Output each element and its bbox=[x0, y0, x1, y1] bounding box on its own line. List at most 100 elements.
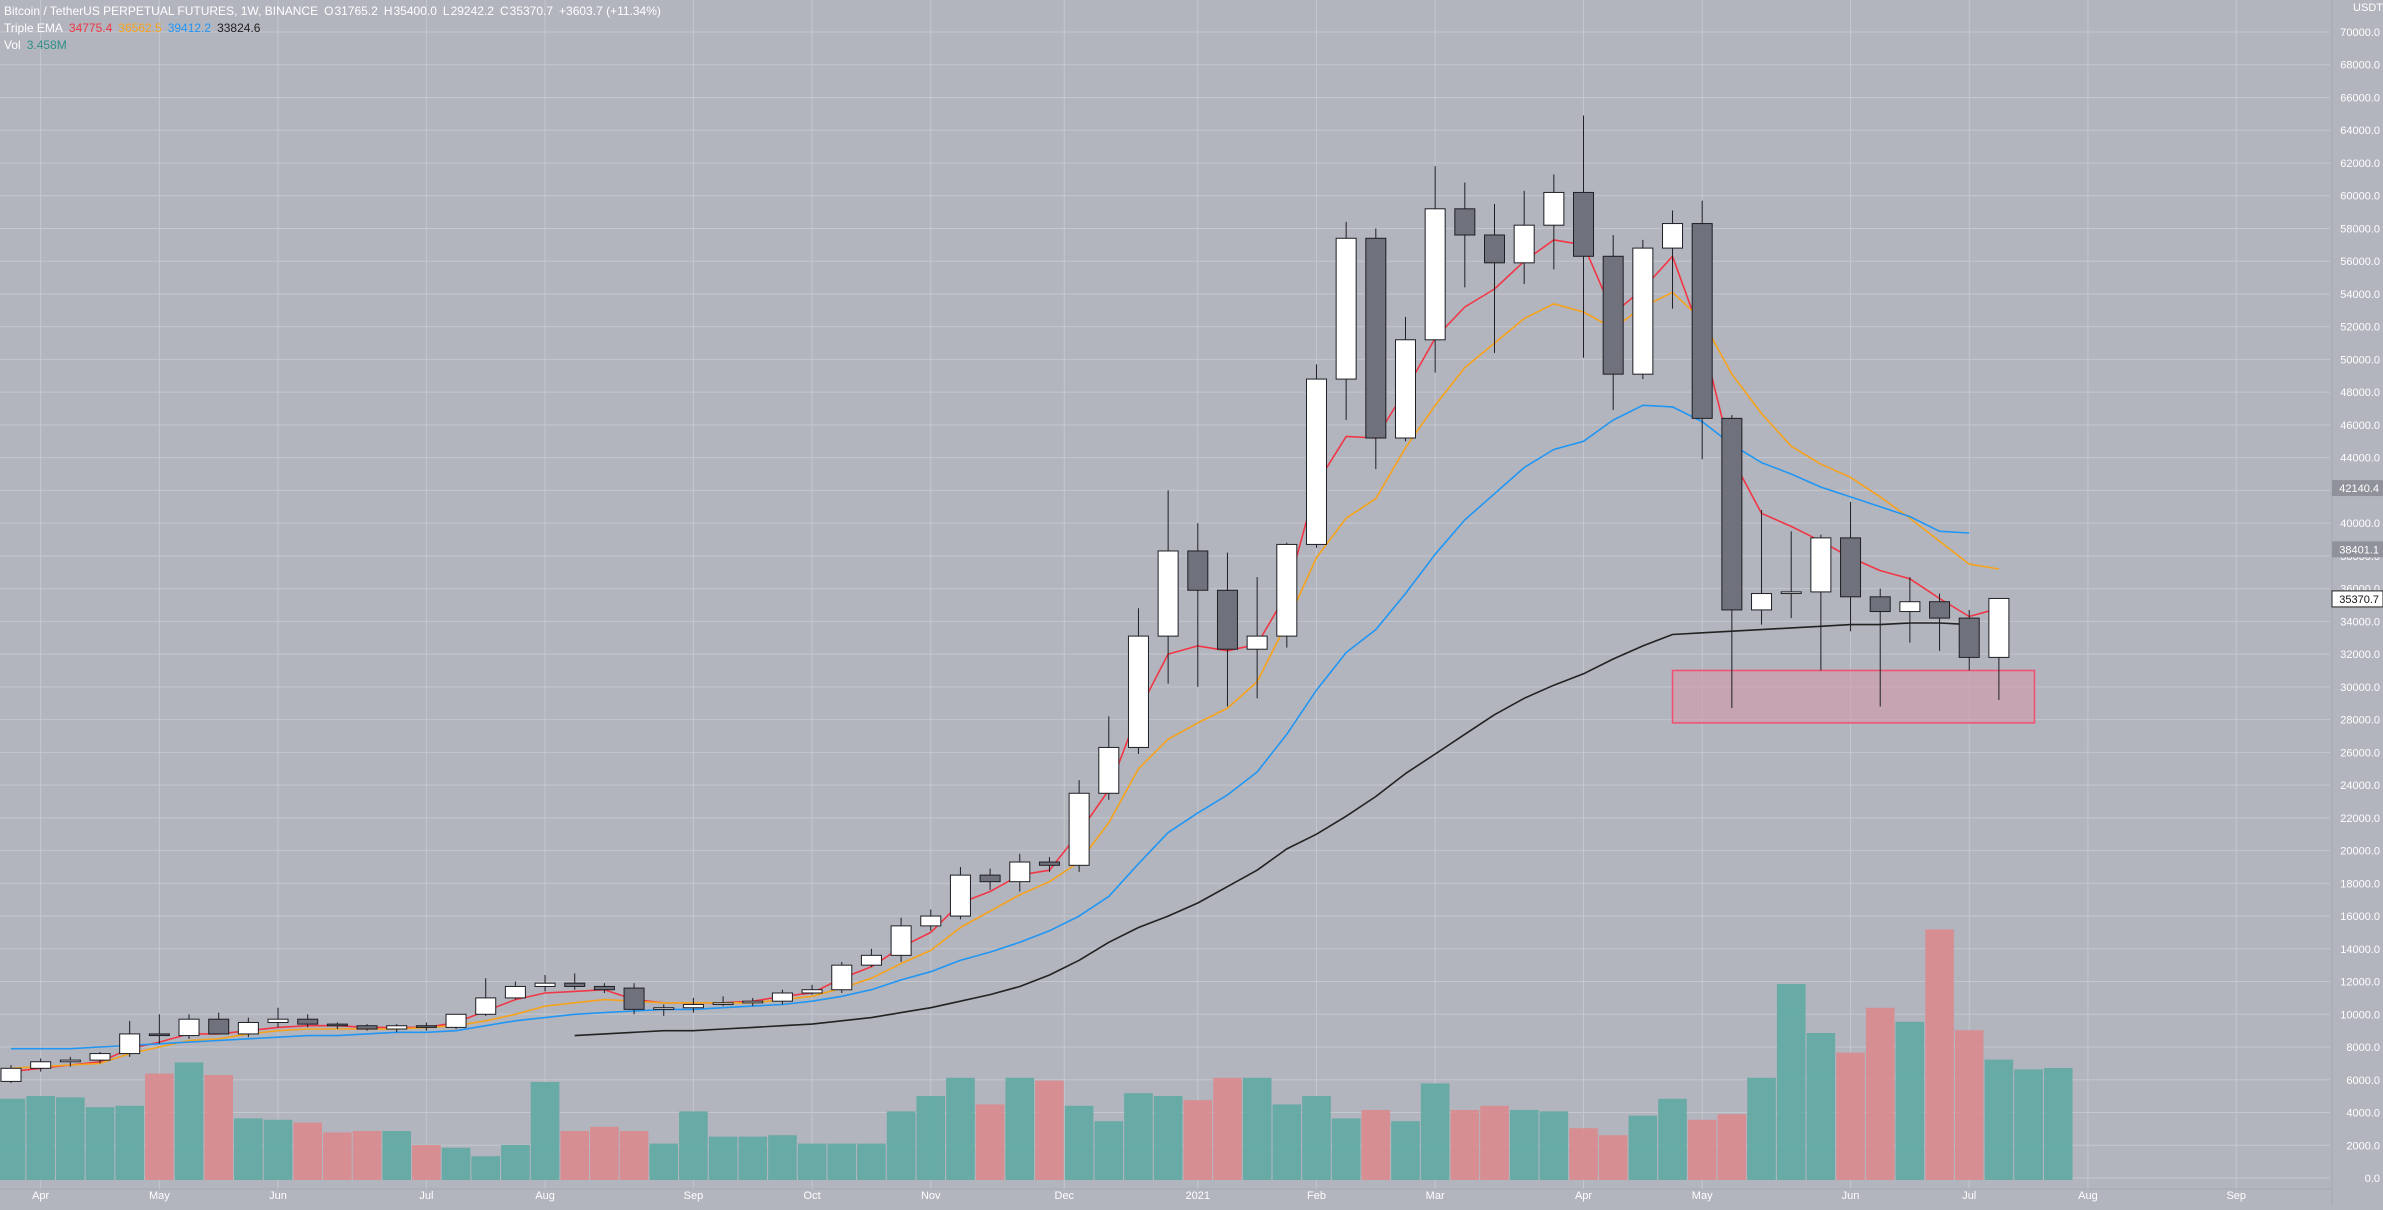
time-tick-label: Aug bbox=[2078, 1190, 2098, 1202]
volume-bar bbox=[1124, 1093, 1153, 1180]
legend-high: H35400.0 bbox=[383, 4, 437, 18]
candle-body-up bbox=[1246, 635, 1268, 650]
candle-body-up bbox=[1424, 208, 1446, 341]
volume-bar bbox=[679, 1111, 708, 1180]
legend-vol-name[interactable]: Vol bbox=[4, 38, 21, 52]
volume-bar bbox=[2043, 1068, 2073, 1180]
price-tick-label: 70000.0 bbox=[2340, 27, 2380, 39]
volume-bar bbox=[649, 1143, 679, 1180]
price-tick-label: 62000.0 bbox=[2340, 158, 2380, 170]
time-tick-label: Dec bbox=[1055, 1190, 1075, 1202]
candle-body-down bbox=[297, 1018, 319, 1025]
candle-body-up bbox=[920, 915, 942, 927]
volume-bar bbox=[441, 1147, 471, 1180]
time-tick-label: Nov bbox=[921, 1190, 941, 1202]
price-tick-label: 56000.0 bbox=[2340, 256, 2380, 268]
time-tick-label: Apr bbox=[32, 1190, 49, 1202]
volume-bar bbox=[1628, 1115, 1658, 1180]
price-label-badge bbox=[2332, 480, 2383, 497]
candle-body-down bbox=[564, 982, 586, 987]
candle-body-down bbox=[1929, 601, 1951, 619]
volume-bar bbox=[1658, 1098, 1687, 1180]
time-axis[interactable]: Apr May Jun Jul Aug Sep Oct Nov Dec 2021 Feb Mar Apr… bbox=[0, 1188, 2332, 1202]
candle-body-up bbox=[860, 954, 882, 966]
price-tick-label: 28000.0 bbox=[2340, 715, 2380, 727]
volume-bar bbox=[1806, 1033, 1836, 1180]
price-tick-label: 12000.0 bbox=[2340, 977, 2380, 989]
price-tick-label: 44000.0 bbox=[2340, 453, 2380, 465]
candle-body-up bbox=[1068, 792, 1090, 866]
price-tick-label: 50000.0 bbox=[2340, 354, 2380, 366]
candle-body-up bbox=[1157, 550, 1179, 637]
volume-bar bbox=[560, 1131, 590, 1180]
time-tick-label: Sep bbox=[2226, 1190, 2246, 1202]
volume-bar bbox=[797, 1143, 827, 1180]
price-tick-label: 22000.0 bbox=[2340, 813, 2380, 825]
support-zone-rectangle[interactable] bbox=[1671, 669, 2036, 724]
price-tick-label: 40000.0 bbox=[2340, 518, 2380, 530]
volume-bar bbox=[1005, 1077, 1035, 1180]
volume-bar bbox=[1361, 1110, 1391, 1180]
candle-body-up bbox=[1810, 537, 1832, 593]
volume-bar bbox=[886, 1111, 916, 1180]
volume-bar bbox=[2014, 1069, 2043, 1180]
volume-bar bbox=[382, 1131, 412, 1180]
price-tick-label: 64000.0 bbox=[2340, 125, 2380, 137]
legend-low: L29242.2 bbox=[442, 4, 494, 18]
time-tick-label: Mar bbox=[1426, 1190, 1445, 1202]
volume-bar bbox=[1895, 1021, 1925, 1180]
volume-bar bbox=[1984, 1059, 2014, 1180]
volume-bar bbox=[619, 1131, 649, 1180]
ema-slow-line bbox=[11, 404, 1970, 1050]
candles bbox=[0, 115, 2010, 1084]
volume-bar bbox=[1272, 1104, 1302, 1180]
volume-bar bbox=[1836, 1052, 1865, 1180]
candle-body-up bbox=[890, 925, 912, 956]
candle-body-up bbox=[1276, 543, 1298, 637]
price-tick-label: 10000.0 bbox=[2340, 1009, 2380, 1021]
legend-symbol-row[interactable]: Bitcoin / TetherUS PERPETUAL FUTURES, 1W… bbox=[4, 3, 661, 20]
candle-body-down bbox=[979, 874, 1001, 883]
volume-bar bbox=[1569, 1128, 1598, 1180]
candle-body-down bbox=[1187, 550, 1209, 591]
candle-body-up bbox=[89, 1053, 111, 1061]
candle-body-down bbox=[1958, 617, 1980, 658]
price-tick-label: 4000.0 bbox=[2346, 1108, 2380, 1120]
volume-bar bbox=[85, 1107, 115, 1180]
candle-body-up bbox=[534, 982, 556, 987]
candle-body-up bbox=[178, 1018, 200, 1037]
volume-bar bbox=[1865, 1007, 1895, 1180]
price-label: 42140.4 bbox=[2339, 483, 2379, 495]
legend-ema-row[interactable]: Triple EMA 34775.4 36562.5 39412.2 33824… bbox=[4, 20, 661, 37]
legend-vol-value: 3.458M bbox=[26, 38, 67, 52]
price-tick-label: 32000.0 bbox=[2340, 649, 2380, 661]
time-tick-label: May bbox=[149, 1190, 170, 1202]
volume-bar bbox=[1717, 1114, 1747, 1180]
volume-bar bbox=[1183, 1100, 1213, 1180]
volume-bar bbox=[1776, 984, 1806, 1180]
price-tick-label: 8000.0 bbox=[2346, 1042, 2380, 1054]
price-tick-label: 24000.0 bbox=[2340, 780, 2380, 792]
legend-vol-row[interactable]: Vol 3.458M bbox=[4, 37, 661, 54]
volume-bar bbox=[975, 1104, 1005, 1180]
candle-body-up bbox=[1780, 591, 1802, 595]
candle-body-up bbox=[30, 1061, 52, 1069]
current-price-badge bbox=[2331, 590, 2383, 608]
volume-bar bbox=[857, 1143, 886, 1180]
price-tick-label: 6000.0 bbox=[2346, 1075, 2380, 1087]
candle-body-up bbox=[1751, 593, 1773, 611]
volume-bar bbox=[708, 1136, 738, 1180]
volume-bar bbox=[26, 1096, 55, 1180]
volume-bar bbox=[827, 1143, 857, 1180]
price-tick-label: 46000.0 bbox=[2340, 420, 2380, 432]
price-tick-label: 66000.0 bbox=[2340, 92, 2380, 104]
legend-symbol[interactable]: Bitcoin / TetherUS PERPETUAL FUTURES, 1W… bbox=[4, 4, 319, 18]
candle-body-down bbox=[623, 987, 645, 1010]
legend-ema-value-4: 33824.6 bbox=[217, 21, 261, 35]
price-axis[interactable]: 0.0 2000.0 4000.0 6000.0 8000.0 10000.0 12000.… bbox=[2331, 0, 2383, 1205]
legend-ema-name[interactable]: Triple EMA bbox=[4, 21, 63, 35]
volume-bar bbox=[263, 1119, 293, 1180]
